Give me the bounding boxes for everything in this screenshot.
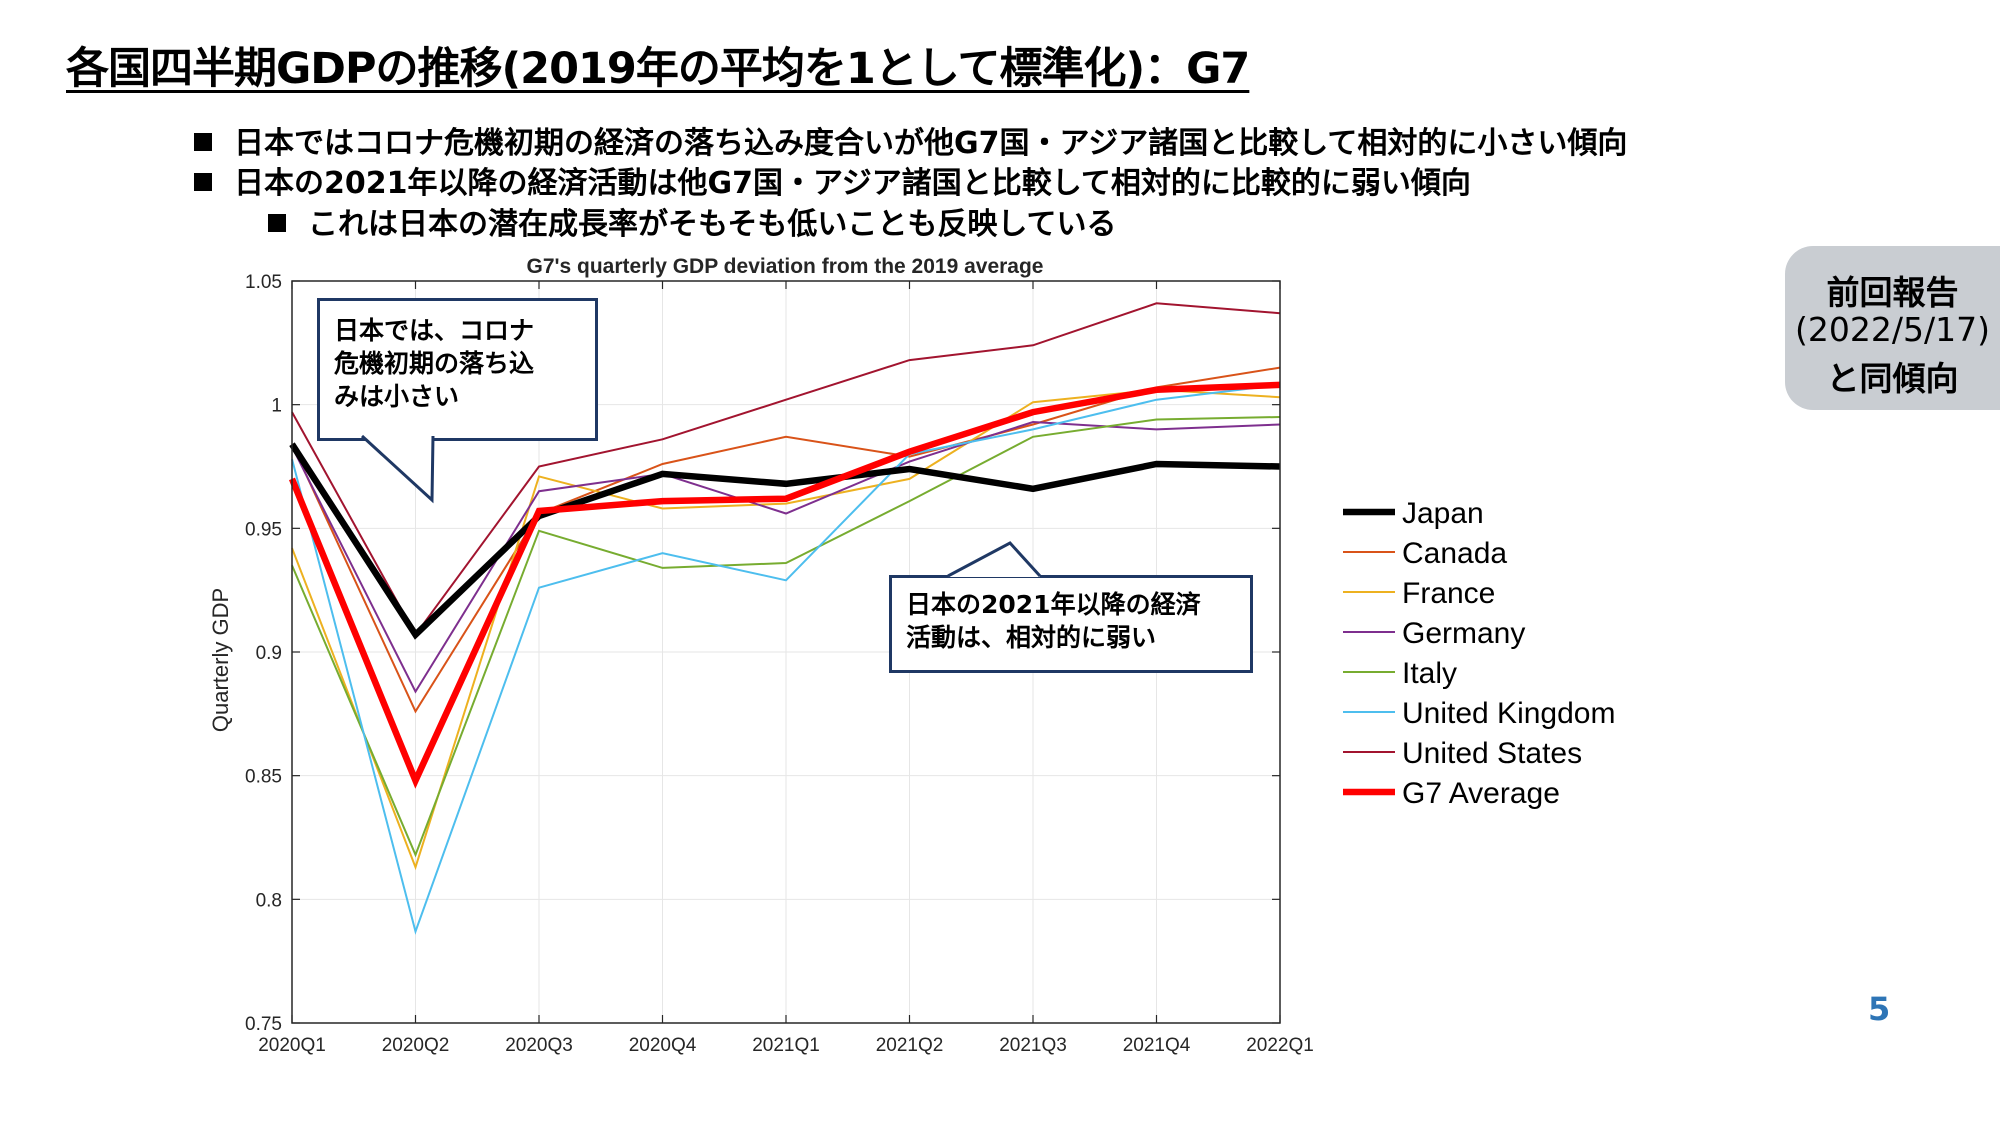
x-tick-label: 2021Q3 xyxy=(999,1035,1067,1056)
bullet-item: 日本の2021年以降の経済活動は他G7国・アジア諸国と比較して相対的に比較的に弱… xyxy=(194,158,1471,202)
legend-label-japan: Japan xyxy=(1402,497,1484,530)
series-line-italy xyxy=(291,416,1281,858)
y-axis-label: Quarterly GDP xyxy=(208,588,233,732)
callout-line: 危機初期の落ち込 xyxy=(334,349,535,378)
callout-text-top: 日本では、コロナ 危機初期の落ち込 みは小さい xyxy=(334,314,534,413)
bullet-text: 日本の2021年以降の経済活動は他G7国・アジア諸国と比較して相対的に比較的に弱… xyxy=(234,166,1471,201)
legend-label-germany: Germany xyxy=(1402,617,1525,650)
x-tick-label: 2021Q4 xyxy=(1123,1035,1191,1056)
page-number: 5 xyxy=(1868,990,1891,1028)
axis-ticks: 2020Q1 2020Q2 2020Q3 2020Q4 2021Q1 2021Q2 2021… xyxy=(245,272,1314,1056)
y-tick-label: 1.05 xyxy=(245,272,282,293)
callout-line: みは小さい xyxy=(334,382,460,411)
previous-report-badge: 前回報告 (2022/5/17) と同傾向 xyxy=(1785,246,2000,410)
x-tick-label: 2021Q1 xyxy=(752,1035,820,1056)
sub-bullet-item: これは日本の潜在成長率がそもそも低いことも反映している xyxy=(268,199,1117,243)
y-tick-label: 0.9 xyxy=(256,643,282,664)
y-tick-label: 0.85 xyxy=(245,767,282,788)
chart-title: G7's quarterly GDP deviation from the 20… xyxy=(527,255,1044,278)
legend-label-united-kingdom: United Kingdom xyxy=(1402,697,1615,730)
callout-line: 活動は、相対的に弱い xyxy=(906,623,1157,652)
series-lines xyxy=(288,302,1281,935)
x-tick-label: 2020Q2 xyxy=(382,1035,450,1056)
slide-title: 各国四半期GDPの推移(2019年の平均を1として標準化)：G7 xyxy=(66,44,1250,94)
callout-text-bottom: 日本の2021年以降の経済 活動は、相対的に弱い xyxy=(906,588,1201,654)
x-tick-label: 2022Q1 xyxy=(1246,1035,1314,1056)
callout-line: 日本では、コロナ xyxy=(334,316,535,345)
callout-box-top xyxy=(317,298,598,441)
x-tick-label: 2020Q1 xyxy=(258,1035,326,1056)
legend-label-united-states: United States xyxy=(1402,737,1582,770)
bullet-square-icon xyxy=(194,133,212,151)
bullet-square-icon xyxy=(268,214,286,232)
y-tick-label: 0.75 xyxy=(245,1014,282,1035)
x-tick-label: 2020Q4 xyxy=(629,1035,697,1056)
y-tick-label: 0.8 xyxy=(256,890,282,911)
badge-line: と同傾向 xyxy=(1826,359,1959,398)
series-line-germany xyxy=(291,420,1281,694)
bullet-square-icon xyxy=(194,173,212,191)
plot-frame xyxy=(291,280,1281,1024)
y-tick-label: 0.95 xyxy=(245,519,282,540)
bullet-text: 日本ではコロナ危機初期の経済の落ち込み度合いが他G7国・アジア諸国と比較して相対… xyxy=(234,126,1628,161)
legend-label-canada: Canada xyxy=(1402,537,1507,570)
series-line-united-states xyxy=(291,302,1281,637)
series-line-g7-average xyxy=(288,381,1281,789)
series-line-united-kingdom xyxy=(291,383,1281,935)
y-tick-label: 1 xyxy=(271,396,282,417)
legend-label-france: France xyxy=(1402,577,1495,610)
series-line-japan xyxy=(289,442,1281,640)
callout-box-bottom xyxy=(889,575,1253,673)
legend-label-g7-average: G7 Average xyxy=(1402,777,1560,810)
legend: Japan Canada France Germany Italy United King… xyxy=(1343,497,1615,810)
callout-line: 日本の2021年以降の経済 xyxy=(906,590,1201,619)
badge-line: 前回報告 xyxy=(1826,273,1959,312)
x-tick-label: 2021Q2 xyxy=(876,1035,944,1056)
badge-line: (2022/5/17) xyxy=(1795,310,1990,349)
legend-label-italy: Italy xyxy=(1402,657,1457,690)
x-tick-label: 2020Q3 xyxy=(505,1035,573,1056)
bullet-item: 日本ではコロナ危機初期の経済の落ち込み度合いが他G7国・アジア諸国と比較して相対… xyxy=(194,118,1627,162)
bullet-text: これは日本の潜在成長率がそもそも低いことも反映している xyxy=(308,207,1117,242)
